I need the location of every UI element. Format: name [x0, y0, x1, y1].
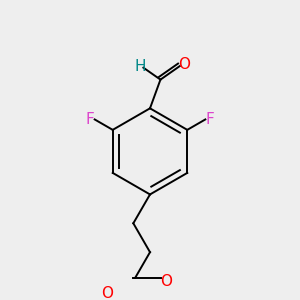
- Text: O: O: [178, 58, 190, 73]
- Text: F: F: [85, 112, 94, 127]
- Text: F: F: [206, 112, 215, 127]
- Text: H: H: [134, 59, 146, 74]
- Text: O: O: [160, 274, 172, 289]
- Text: O: O: [101, 286, 113, 300]
